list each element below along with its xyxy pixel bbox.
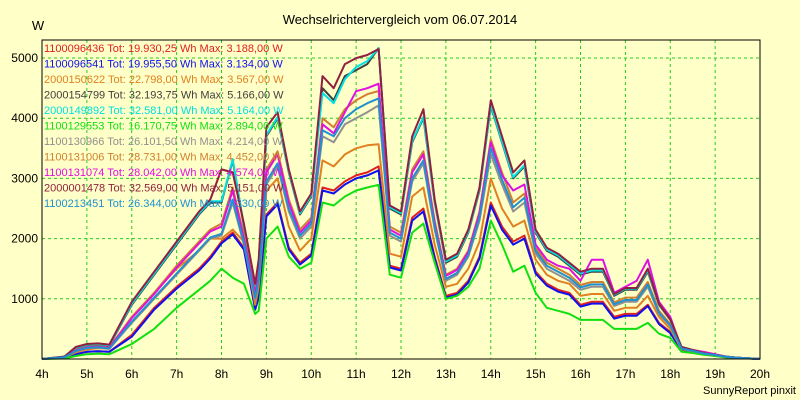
series-line [41, 82, 761, 360]
legend: 1100096436 Tot: 19.930,25 Wh Max: 3.188,… [44, 43, 284, 210]
x-tick-label: 10h [301, 367, 321, 381]
legend-entry: 2000150622 Tot: 22.798,00 Wh Max: 3.567,… [44, 74, 284, 86]
y-tick-label: 1000 [11, 292, 38, 306]
x-tick-label: 9h [260, 367, 273, 381]
y-axis-unit: W [32, 18, 45, 33]
y-tick-label: 5000 [11, 51, 38, 65]
x-tick-label: 13h [436, 367, 456, 381]
legend-entry: 1100096436 Tot: 19.930,25 Wh Max: 3.188,… [44, 43, 283, 55]
x-tick-label: 19h [705, 367, 725, 381]
x-tick-label: 4h [35, 367, 48, 381]
chart-title: Wechselrichtervergleich vom 06.07.2014 [283, 12, 518, 27]
legend-entry: 2000154799 Tot: 32.193,75 Wh Max: 5.166,… [44, 90, 284, 102]
series-line [41, 97, 761, 360]
x-tick-label: 7h [170, 367, 183, 381]
y-tick-labels: 1000 2000 3000 4000 5000 [11, 51, 38, 306]
x-tick-label: 16h [570, 367, 590, 381]
x-tick-label: 8h [215, 367, 228, 381]
series-line [41, 48, 761, 360]
footer-credit: SunnyReport pinxit [703, 385, 796, 397]
plot-frame [41, 39, 761, 360]
x-tick-label: 18h [660, 367, 680, 381]
x-tick-label: 14h [481, 367, 501, 381]
series-lines [41, 47, 761, 360]
legend-entry: 1100130966 Tot: 26.101,50 Wh Max: 4.214,… [44, 136, 283, 148]
series-line [41, 165, 761, 360]
legend-entry: 1100213451 Tot: 26.344,00 Wh Max: 4.330,… [44, 198, 283, 210]
x-tick-label: 12h [391, 367, 411, 381]
y-tick-label: 4000 [11, 111, 38, 125]
x-tick-label: 5h [80, 367, 93, 381]
x-tick-label: 20h [750, 367, 770, 381]
legend-entry: 1100096541 Tot: 19.955,50 Wh Max: 3.134,… [44, 59, 283, 71]
series-line [41, 90, 761, 360]
x-tick-label: 17h [615, 367, 635, 381]
x-tick-label: 6h [125, 367, 138, 381]
y-tick-label: 2000 [11, 232, 38, 246]
legend-entry: 2000149892 Tot: 32.581,00 Wh Max: 5.164,… [44, 105, 284, 117]
x-tick-label: 11h [347, 367, 366, 381]
legend-entry: 1100129553 Tot: 16.170,75 Wh Max: 2.894,… [44, 121, 283, 133]
legend-entry: 1100131006 Tot: 28.731,00 Wh Max: 4.452,… [44, 152, 283, 164]
x-tick-labels: 4h 5h 6h 7h 8h 9h 10h 11h 12h 13h 14h 15h 16h 17h 18h 1… [35, 367, 770, 381]
x-tick-label: 15h [526, 367, 546, 381]
legend-entry: 1100131074 Tot: 28.042,00 Wh Max: 4.574,… [44, 167, 283, 179]
series-line [41, 183, 761, 360]
series-line [41, 169, 761, 360]
y-tick-label: 3000 [11, 171, 38, 185]
legend-entry: 2000001478 Tot: 32.569,00 Wh Max: 5.151,… [44, 183, 284, 195]
